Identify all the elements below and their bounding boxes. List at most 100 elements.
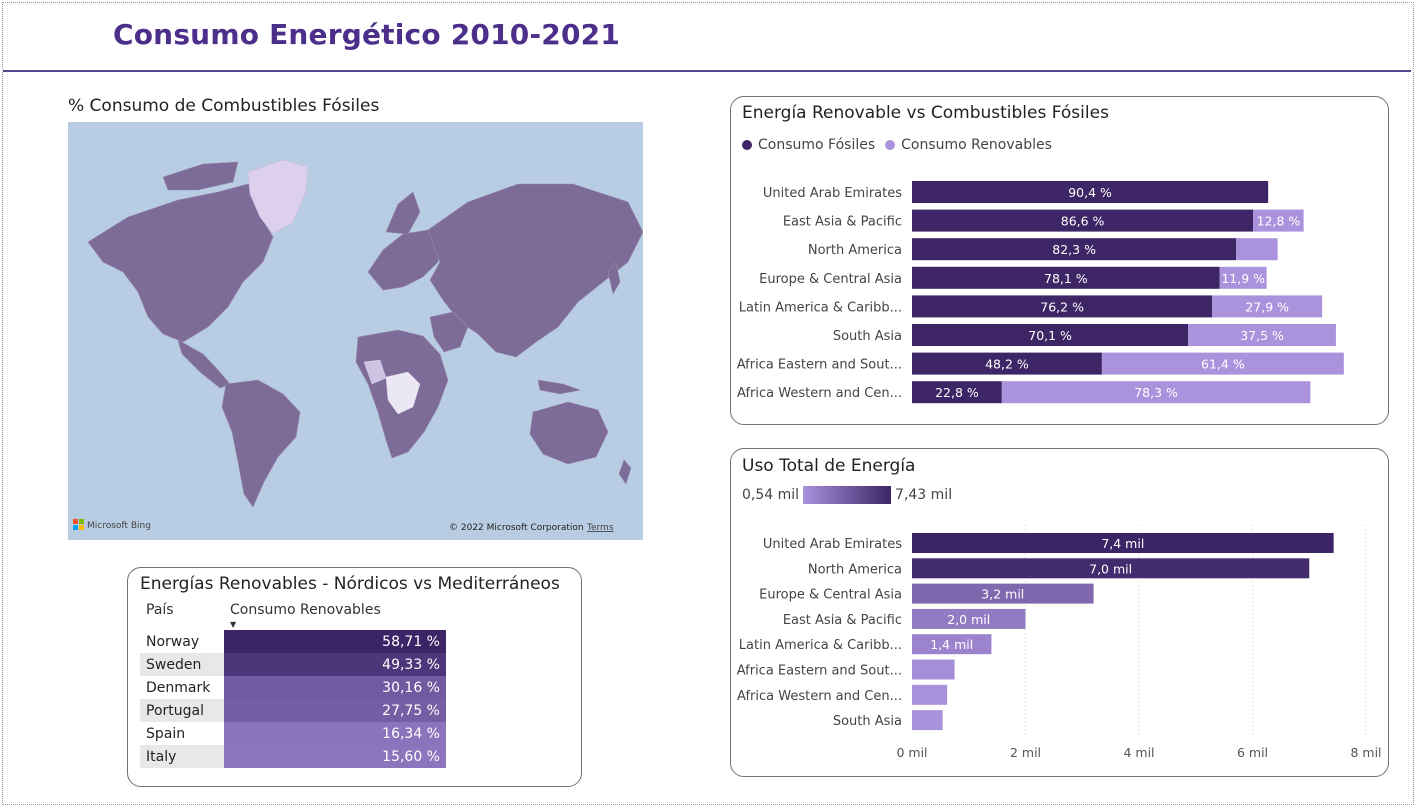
bar-renewable[interactable] (1212, 295, 1323, 318)
x-tick-label: 2 mil (1010, 745, 1041, 760)
bar-total-energy[interactable] (912, 558, 1310, 579)
bar-total-energy[interactable] (912, 583, 1094, 604)
y-axis-label: Africa Eastern and Sout... (737, 664, 902, 679)
y-axis-label: Latin America & Caribb... (739, 300, 902, 315)
data-label: 12,8 % (1257, 214, 1301, 229)
col-header-value[interactable]: Consumo Renovables ▼ (224, 600, 446, 630)
table-row[interactable]: Spain 16,34 % (140, 722, 446, 745)
table-cell-country: Sweden (140, 653, 224, 676)
bar-total-energy[interactable] (912, 634, 992, 655)
y-axis-label: South Asia (833, 329, 902, 344)
canadian-arctic-shape (162, 161, 239, 191)
data-label: 37,5 % (1240, 328, 1284, 343)
renewables-table: País Consumo Renovables ▼ Norway 58,71 % S… (140, 600, 446, 768)
bar-fossil[interactable] (912, 266, 1220, 289)
data-label: 70,1 % (1028, 328, 1072, 343)
middle-east-shape (429, 311, 469, 353)
data-label: 7,0 mil (1089, 561, 1132, 576)
y-axis-label: East Asia & Pacific (783, 613, 902, 628)
bar-renewable[interactable] (1253, 209, 1304, 232)
page-title: Consumo Energético 2010-2021 (113, 18, 621, 51)
map-terms-link[interactable]: Terms (586, 523, 614, 533)
data-label: 7,4 mil (1101, 536, 1144, 551)
table-cell-value: 49,33 % (224, 653, 446, 676)
bing-logo-text: Microsoft Bing (87, 521, 151, 531)
data-label: 27,9 % (1245, 299, 1289, 314)
north-america-shape (87, 183, 274, 343)
bar-fossil[interactable] (912, 324, 1189, 346)
greenland-shape (247, 159, 309, 235)
col-header-country[interactable]: País (146, 602, 174, 618)
table-title: Energías Renovables - Nórdicos vs Medite… (140, 574, 560, 594)
data-label: 11,9 % (1221, 271, 1265, 286)
y-axis-label: Africa Western and Cen... (737, 689, 902, 704)
asia-shape (427, 183, 643, 358)
table-cell-country: Denmark (140, 676, 224, 699)
data-label: 22,8 % (935, 385, 979, 400)
legend-renewable-swatch (885, 140, 896, 150)
bar-total-energy[interactable] (912, 608, 1026, 629)
data-label: 48,2 % (985, 357, 1029, 372)
bar-renewable[interactable] (1101, 352, 1344, 375)
bar-fossil[interactable] (912, 209, 1254, 232)
table-cell-value: 16,34 % (224, 722, 446, 745)
legend-renewable-label[interactable]: Consumo Renovables (901, 137, 1052, 153)
bar-total-energy[interactable] (912, 684, 948, 705)
gradient-max-label: 7,43 mil (895, 487, 953, 503)
data-label: 3,2 mil (981, 587, 1024, 602)
y-axis-label: United Arab Emirates (763, 537, 902, 552)
bing-logo (73, 519, 84, 530)
stacked-chart-legend: Consumo Fósiles Consumo Renovables (742, 137, 1052, 153)
choropleth-map[interactable]: Microsoft Bing © 2022 Microsoft Corporat… (68, 122, 643, 540)
data-label: 90,4 % (1068, 185, 1112, 200)
y-axis-label: South Asia (833, 714, 902, 729)
x-tick-label: 6 mil (1237, 745, 1268, 760)
new-zealand-shape (618, 459, 632, 485)
legend-fossil-label[interactable]: Consumo Fósiles (758, 137, 876, 153)
bar-renewable[interactable] (1001, 381, 1311, 404)
bar-total-energy[interactable] (912, 659, 955, 680)
central-america-shape (177, 339, 231, 389)
bar-fossil[interactable] (912, 181, 1269, 203)
table-row[interactable]: Denmark 30,16 % (140, 676, 446, 699)
table-cell-value: 30,16 % (224, 676, 446, 699)
total-energy-bar-chart: 0 mil 2 mil 4 mil 6 mil 8 mil United Arab Emi… (737, 525, 1382, 760)
bar-fossil[interactable] (912, 295, 1213, 318)
map-title: % Consumo de Combustibles Fósiles (68, 96, 380, 116)
africa-light-region-2 (363, 359, 387, 385)
data-label: 78,3 % (1134, 385, 1178, 400)
bar-renewable[interactable] (1219, 266, 1267, 289)
y-axis-label: United Arab Emirates (763, 186, 902, 201)
table-row[interactable]: Portugal 27,75 % (140, 699, 446, 722)
bar-total-energy[interactable] (912, 533, 1334, 553)
bar-renewable[interactable] (1188, 324, 1336, 346)
table-cell-value: 27,75 % (224, 699, 446, 722)
data-label: 1,4 mil (930, 637, 973, 652)
map-land (87, 161, 643, 508)
australia-shape (529, 401, 609, 465)
bar-fossil[interactable] (912, 352, 1102, 375)
japan-shape (607, 261, 621, 295)
x-tick-label: 4 mil (1123, 745, 1154, 760)
bar-renewable[interactable] (1236, 238, 1278, 261)
data-label: 86,6 % (1061, 214, 1105, 229)
scandinavia-shape (385, 191, 421, 235)
table-row[interactable]: Norway 58,71 % (140, 630, 446, 653)
y-axis-label: Europe & Central Asia (759, 272, 902, 287)
bar-fossil[interactable] (912, 381, 1002, 404)
sort-descending-icon: ▼ (230, 620, 237, 629)
table-row[interactable]: Italy 15,60 % (140, 745, 446, 768)
total-chart-title: Uso Total de Energía (742, 456, 916, 476)
bar-fossil[interactable] (912, 238, 1237, 261)
col-header-value-label: Consumo Renovables (230, 602, 381, 618)
x-tick-label: 8 mil (1350, 745, 1381, 760)
y-axis-label: Latin America & Caribb... (739, 638, 902, 653)
table-header-row: País Consumo Renovables ▼ (140, 600, 446, 630)
title-divider (3, 70, 1411, 72)
gradient-min-label: 0,54 mil (742, 487, 800, 503)
indonesia-shape (537, 379, 582, 395)
table-row[interactable]: Sweden 49,33 % (140, 653, 446, 676)
africa-light-region (385, 371, 421, 415)
bar-total-energy[interactable] (912, 710, 943, 731)
